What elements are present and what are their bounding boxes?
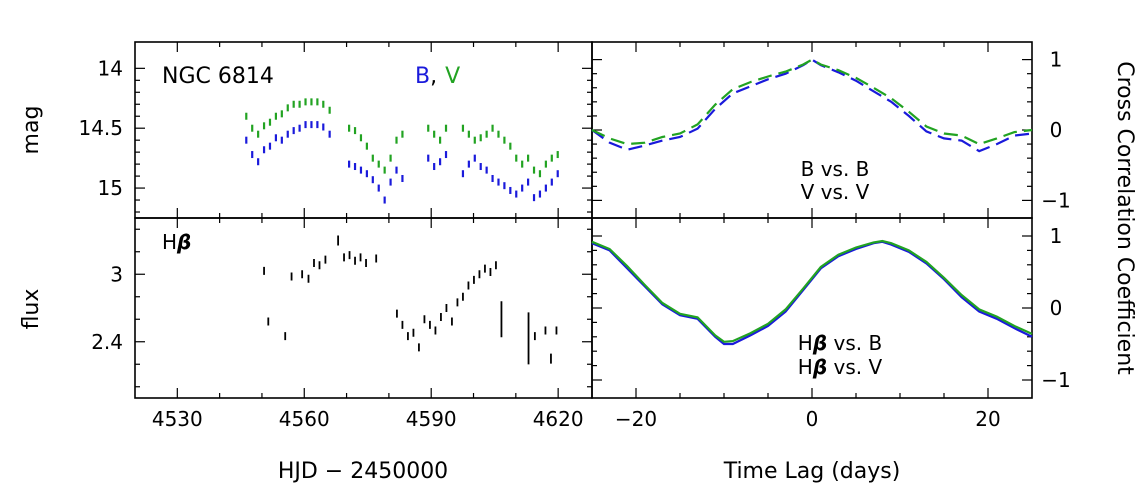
ylabel-mag: mag xyxy=(19,106,44,155)
legend-v-vs-v: V vs. V xyxy=(801,180,870,204)
ytick-label: 1 xyxy=(1050,224,1063,248)
line-v-vs-v xyxy=(591,58,1033,146)
panel-top-left: 14 14.5 15 NGC 6814 B, V mag xyxy=(19,41,593,219)
xtick-label: 4590 xyxy=(406,407,457,431)
line-h-vs-v xyxy=(591,239,1033,343)
annotation-ngc6814: NGC 6814 xyxy=(162,64,274,89)
panel-bottom-left: 2.4 3 4530 4560 4590 4620 Hβ flux HJD − 24500… xyxy=(19,217,593,484)
ytick-label: −1 xyxy=(1041,188,1070,212)
ytick-label: 14.5 xyxy=(78,116,123,140)
annotation-hbeta: Hβ xyxy=(162,230,191,254)
xtick-label: −20 xyxy=(615,407,657,431)
legend-bv: B, V xyxy=(415,64,460,89)
ticks-bottom-left: 2.4 3 4530 4560 4590 4620 xyxy=(91,218,592,431)
legend-b-vs-b: B vs. B xyxy=(801,157,870,181)
legend-sep: , xyxy=(430,64,437,89)
legend-b: B xyxy=(415,64,430,89)
ylabel-flux: flux xyxy=(19,289,44,330)
ylabel-cross-correlation: Cross Correlation Coefficient xyxy=(1112,61,1137,375)
ytick-label: 1 xyxy=(1050,48,1063,72)
xtick-label: 4530 xyxy=(152,407,203,431)
ytick-label: 3 xyxy=(110,262,123,286)
ytick-label: 15 xyxy=(98,176,123,200)
legend-hbeta-vs-v: Hβ vs. V xyxy=(798,355,883,379)
ytick-label: 2.4 xyxy=(91,330,123,354)
xtick-label: 20 xyxy=(975,407,1000,431)
panel-top-right: −1 0 1 B vs. B V vs. V xyxy=(591,41,1071,219)
legend-v: V xyxy=(445,64,460,89)
xtick-label: 4620 xyxy=(533,407,584,431)
ticks-bottom-right: −1 0 1 −20 0 20 xyxy=(592,218,1071,431)
ytick-label: 0 xyxy=(1050,296,1063,320)
xtick-label: 0 xyxy=(806,407,819,431)
ytick-label: 14 xyxy=(98,56,123,80)
marks-bottom-right xyxy=(591,239,1033,346)
xlabel-time-lag: Time Lag (days) xyxy=(723,459,901,484)
ytick-label: −1 xyxy=(1041,368,1070,392)
frame-bottom-left xyxy=(134,217,593,399)
marks-bottom-left xyxy=(263,235,558,365)
line-h-vs-b xyxy=(591,240,1033,346)
ticks-top-left: 14 14.5 15 xyxy=(78,42,592,218)
marks-top-left xyxy=(245,98,559,204)
legend-hbeta-vs-b: Hβ vs. B xyxy=(798,331,882,355)
panel-bottom-right: −1 0 1 −20 0 20 Hβ vs. B Hβ vs. V Time Lag (d… xyxy=(591,217,1071,484)
xtick-label: 4560 xyxy=(279,407,330,431)
marks-top-right xyxy=(591,58,1033,153)
xlabel-hjd: HJD − 2450000 xyxy=(278,459,448,484)
ytick-label: 0 xyxy=(1050,118,1063,142)
